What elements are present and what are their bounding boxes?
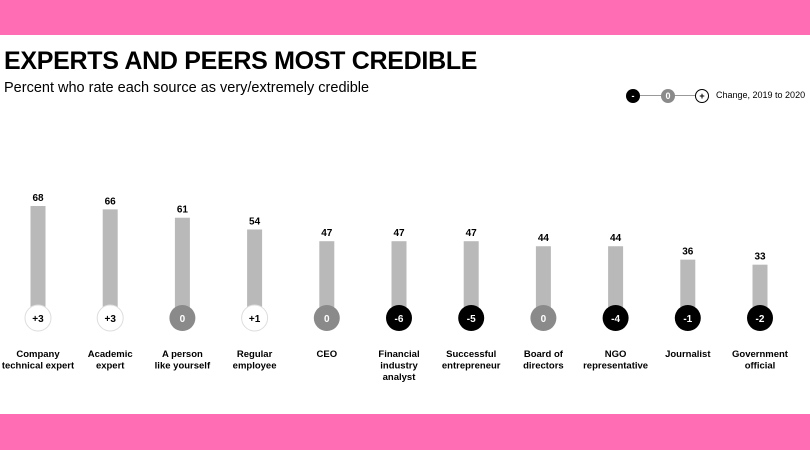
category-label: technical expert bbox=[2, 361, 75, 372]
category-label: Board of bbox=[524, 349, 564, 360]
bar bbox=[174, 217, 190, 320]
bar bbox=[30, 206, 46, 320]
category-label: CEO bbox=[317, 349, 338, 360]
bar-value-label: 68 bbox=[32, 193, 44, 204]
category-label: representative bbox=[583, 361, 648, 372]
change-label: 0 bbox=[324, 314, 330, 325]
change-marker bbox=[458, 305, 485, 331]
bottom-pink-band bbox=[0, 414, 810, 450]
bar bbox=[319, 241, 335, 320]
bar-value-label: 44 bbox=[610, 233, 622, 244]
category-label: official bbox=[745, 361, 776, 372]
category-label: Government bbox=[732, 349, 789, 360]
bar-value-label: 33 bbox=[754, 252, 766, 263]
category-label: entrepreneur bbox=[442, 361, 501, 372]
category-label: NGO bbox=[605, 349, 627, 360]
category-label: Academic bbox=[88, 349, 133, 360]
change-label: -6 bbox=[395, 314, 404, 325]
top-pink-band bbox=[0, 0, 810, 35]
category-label: industry bbox=[380, 361, 418, 372]
change-marker bbox=[602, 305, 629, 331]
change-label: +1 bbox=[249, 314, 261, 325]
bar-value-label: 47 bbox=[321, 228, 333, 239]
bar-value-label: 47 bbox=[393, 228, 405, 239]
page-title: EXPERTS AND PEERS MOST CREDIBLE bbox=[4, 47, 478, 75]
change-label: -5 bbox=[467, 314, 476, 325]
category-label: expert bbox=[96, 361, 125, 372]
category-label: directors bbox=[523, 361, 564, 372]
category-label: employee bbox=[233, 361, 277, 372]
category-label: Company bbox=[16, 349, 60, 360]
change-label: -1 bbox=[683, 314, 692, 325]
category-label: Journalist bbox=[665, 349, 711, 360]
legend-zero-dot: 0 bbox=[661, 89, 675, 103]
legend-positive-dot: + bbox=[695, 89, 709, 103]
change-label: -4 bbox=[611, 314, 620, 325]
page-subtitle: Percent who rate each source as very/ext… bbox=[4, 80, 370, 96]
change-label: -2 bbox=[756, 314, 765, 325]
bar-value-label: 54 bbox=[249, 216, 261, 227]
bar-value-label: 47 bbox=[466, 228, 478, 239]
category-label: Successful bbox=[446, 349, 496, 360]
change-label: 0 bbox=[541, 314, 547, 325]
change-marker bbox=[96, 304, 124, 332]
legend-label: Change, 2019 to 2020 bbox=[716, 90, 806, 100]
bar bbox=[463, 241, 479, 320]
bar-value-label: 44 bbox=[538, 233, 550, 244]
change-marker bbox=[241, 304, 269, 332]
change-label: 0 bbox=[180, 314, 186, 325]
bar bbox=[247, 229, 263, 320]
change-marker bbox=[747, 305, 773, 331]
change-legend: - 0 + Change, 2019 to 2020 bbox=[623, 86, 808, 106]
bar-value-label: 61 bbox=[177, 205, 189, 216]
change-marker bbox=[24, 304, 52, 332]
change-marker bbox=[169, 305, 196, 331]
category-label: like yourself bbox=[155, 361, 211, 372]
category-label: A person bbox=[162, 349, 203, 360]
change-label: +3 bbox=[104, 314, 116, 325]
legend-negative-dot: - bbox=[626, 89, 640, 103]
category-label: Regular bbox=[237, 349, 273, 360]
bar bbox=[608, 246, 624, 320]
bar-value-label: 36 bbox=[682, 247, 694, 258]
change-marker bbox=[674, 305, 701, 331]
bar bbox=[102, 209, 118, 320]
category-label: Financial bbox=[378, 349, 419, 360]
change-marker bbox=[386, 305, 412, 331]
change-marker bbox=[530, 305, 557, 331]
change-marker bbox=[313, 305, 340, 331]
bar-value-label: 66 bbox=[105, 196, 117, 207]
category-label: analyst bbox=[383, 372, 417, 383]
change-label: +3 bbox=[32, 314, 44, 325]
bar bbox=[680, 259, 696, 320]
bar bbox=[535, 246, 551, 320]
bar bbox=[391, 241, 407, 320]
